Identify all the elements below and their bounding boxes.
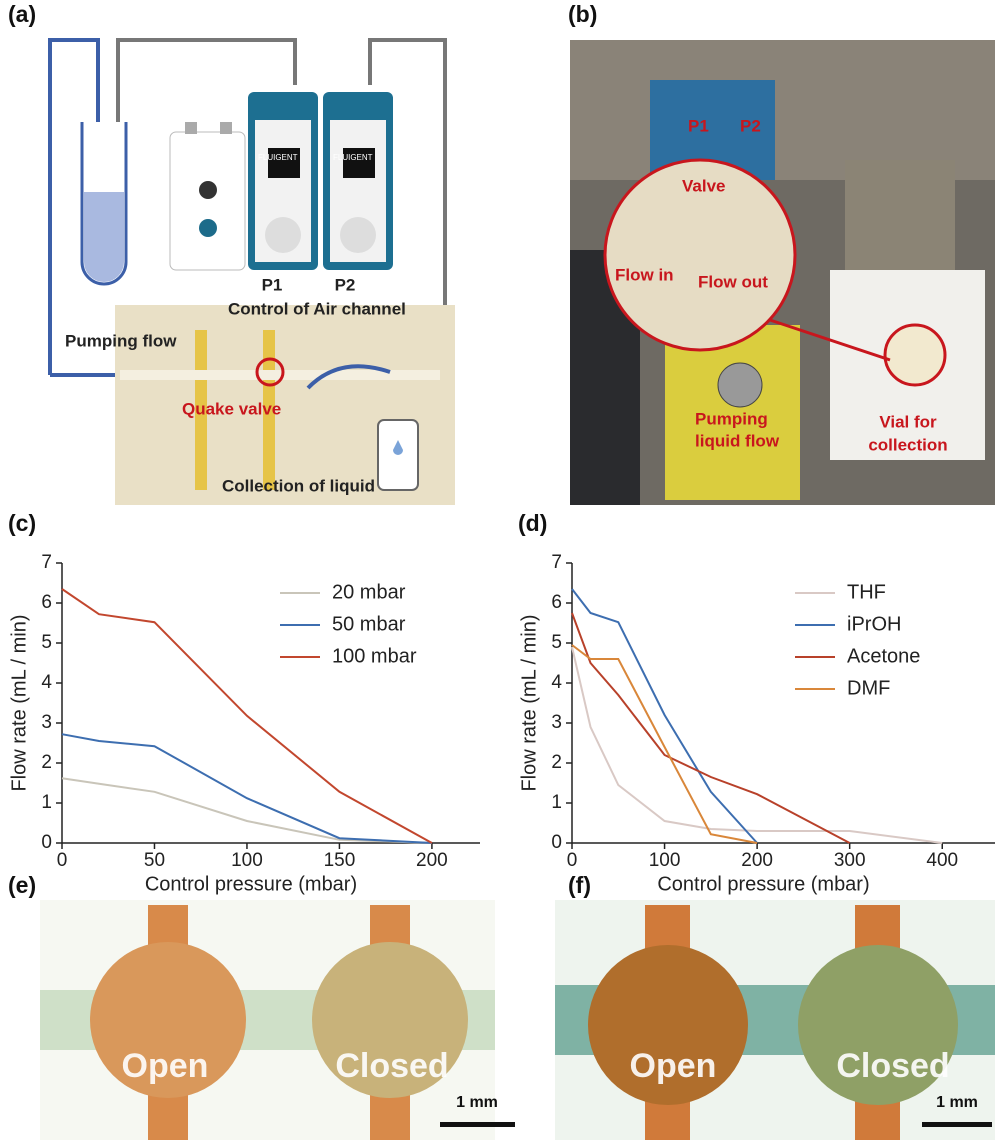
legend-label: 50 mbar bbox=[332, 613, 406, 635]
x-tick-label: 150 bbox=[324, 850, 356, 871]
annotation: Pumping flow bbox=[65, 331, 177, 350]
y-tick-label: 2 bbox=[41, 752, 52, 773]
x-tick-label: 100 bbox=[231, 850, 263, 871]
panel-label: (e) bbox=[8, 872, 36, 898]
annotation: Closed bbox=[836, 1047, 949, 1085]
annotation: Collection of liquid bbox=[222, 476, 375, 495]
y-tick-label: 5 bbox=[551, 632, 562, 653]
annotation: Open bbox=[630, 1047, 717, 1085]
annotation: Flow out bbox=[698, 272, 768, 291]
panel-label: (f) bbox=[568, 872, 591, 898]
line-series bbox=[571, 612, 851, 844]
brand: FLUIGENT bbox=[333, 153, 373, 162]
y-tick-label: 4 bbox=[41, 672, 52, 693]
legend-label: 20 mbar bbox=[332, 581, 406, 603]
y-tick-label: 0 bbox=[551, 832, 562, 853]
brand: FLUIGENT bbox=[258, 153, 298, 162]
x-tick-label: 0 bbox=[567, 850, 578, 871]
y-tick-label: 7 bbox=[551, 552, 562, 573]
y-tick-label: 2 bbox=[551, 752, 562, 773]
x-axis-label: Control pressure (mbar) bbox=[145, 873, 357, 895]
x-tick-label: 400 bbox=[926, 850, 958, 871]
line-series bbox=[571, 644, 758, 844]
panel-e-photo bbox=[40, 900, 515, 1140]
annotation: P1 bbox=[262, 275, 283, 294]
panel-label: (b) bbox=[568, 1, 597, 27]
annotation: liquid flow bbox=[695, 431, 780, 450]
annotation: P1 bbox=[688, 116, 709, 135]
annotation: P2 bbox=[335, 275, 356, 294]
annotation: Open bbox=[122, 1047, 209, 1085]
legend-label: THF bbox=[847, 581, 886, 603]
line-series bbox=[571, 588, 758, 844]
annotation: collection bbox=[868, 435, 947, 454]
line-series bbox=[61, 733, 432, 844]
y-tick-label: 5 bbox=[41, 632, 52, 653]
panel-b-photo bbox=[570, 40, 995, 505]
y-tick-label: 4 bbox=[551, 672, 562, 693]
y-tick-label: 1 bbox=[551, 792, 562, 813]
x-tick-label: 300 bbox=[834, 850, 866, 871]
x-tick-label: 200 bbox=[416, 850, 448, 871]
panel-f-photo bbox=[555, 900, 995, 1140]
annotation: P2 bbox=[740, 116, 761, 135]
legend-label: iPrOH bbox=[847, 613, 901, 635]
y-tick-label: 6 bbox=[551, 592, 562, 613]
x-tick-label: 100 bbox=[649, 850, 681, 871]
x-tick-label: 0 bbox=[57, 850, 68, 871]
x-tick-label: 200 bbox=[741, 850, 773, 871]
annotation: Quake valve bbox=[182, 399, 281, 418]
y-tick-label: 7 bbox=[41, 552, 52, 573]
line-series bbox=[571, 646, 943, 844]
line-series bbox=[61, 588, 433, 844]
annotation: Pumping bbox=[695, 409, 768, 428]
annotation: Closed bbox=[335, 1047, 448, 1085]
legend-label: 100 mbar bbox=[332, 645, 417, 667]
panel-label: (a) bbox=[8, 1, 36, 27]
scale-bar-label: 1 mm bbox=[936, 1094, 978, 1111]
annotation: Flow in bbox=[615, 265, 674, 284]
x-tick-label: 50 bbox=[144, 850, 165, 871]
panel-label: (d) bbox=[518, 510, 547, 536]
y-axis-label: Flow rate (mL / min) bbox=[8, 614, 30, 791]
annotation: Valve bbox=[682, 176, 726, 195]
panel-label: (c) bbox=[8, 510, 36, 536]
legend-label: Acetone bbox=[847, 645, 920, 667]
panel-a-illustration bbox=[48, 38, 455, 505]
annotation: Control of Air channel bbox=[228, 299, 406, 318]
y-tick-label: 6 bbox=[41, 592, 52, 613]
legend-label: DMF bbox=[847, 677, 890, 699]
y-tick-label: 0 bbox=[41, 832, 52, 853]
line-series bbox=[61, 777, 432, 844]
x-axis-label: Control pressure (mbar) bbox=[657, 873, 869, 895]
y-axis-label: Flow rate (mL / min) bbox=[518, 614, 540, 791]
y-tick-label: 3 bbox=[41, 712, 52, 733]
annotation: Vial for bbox=[879, 412, 937, 431]
scale-bar-label: 1 mm bbox=[456, 1094, 498, 1111]
y-tick-label: 3 bbox=[551, 712, 562, 733]
y-tick-label: 1 bbox=[41, 792, 52, 813]
